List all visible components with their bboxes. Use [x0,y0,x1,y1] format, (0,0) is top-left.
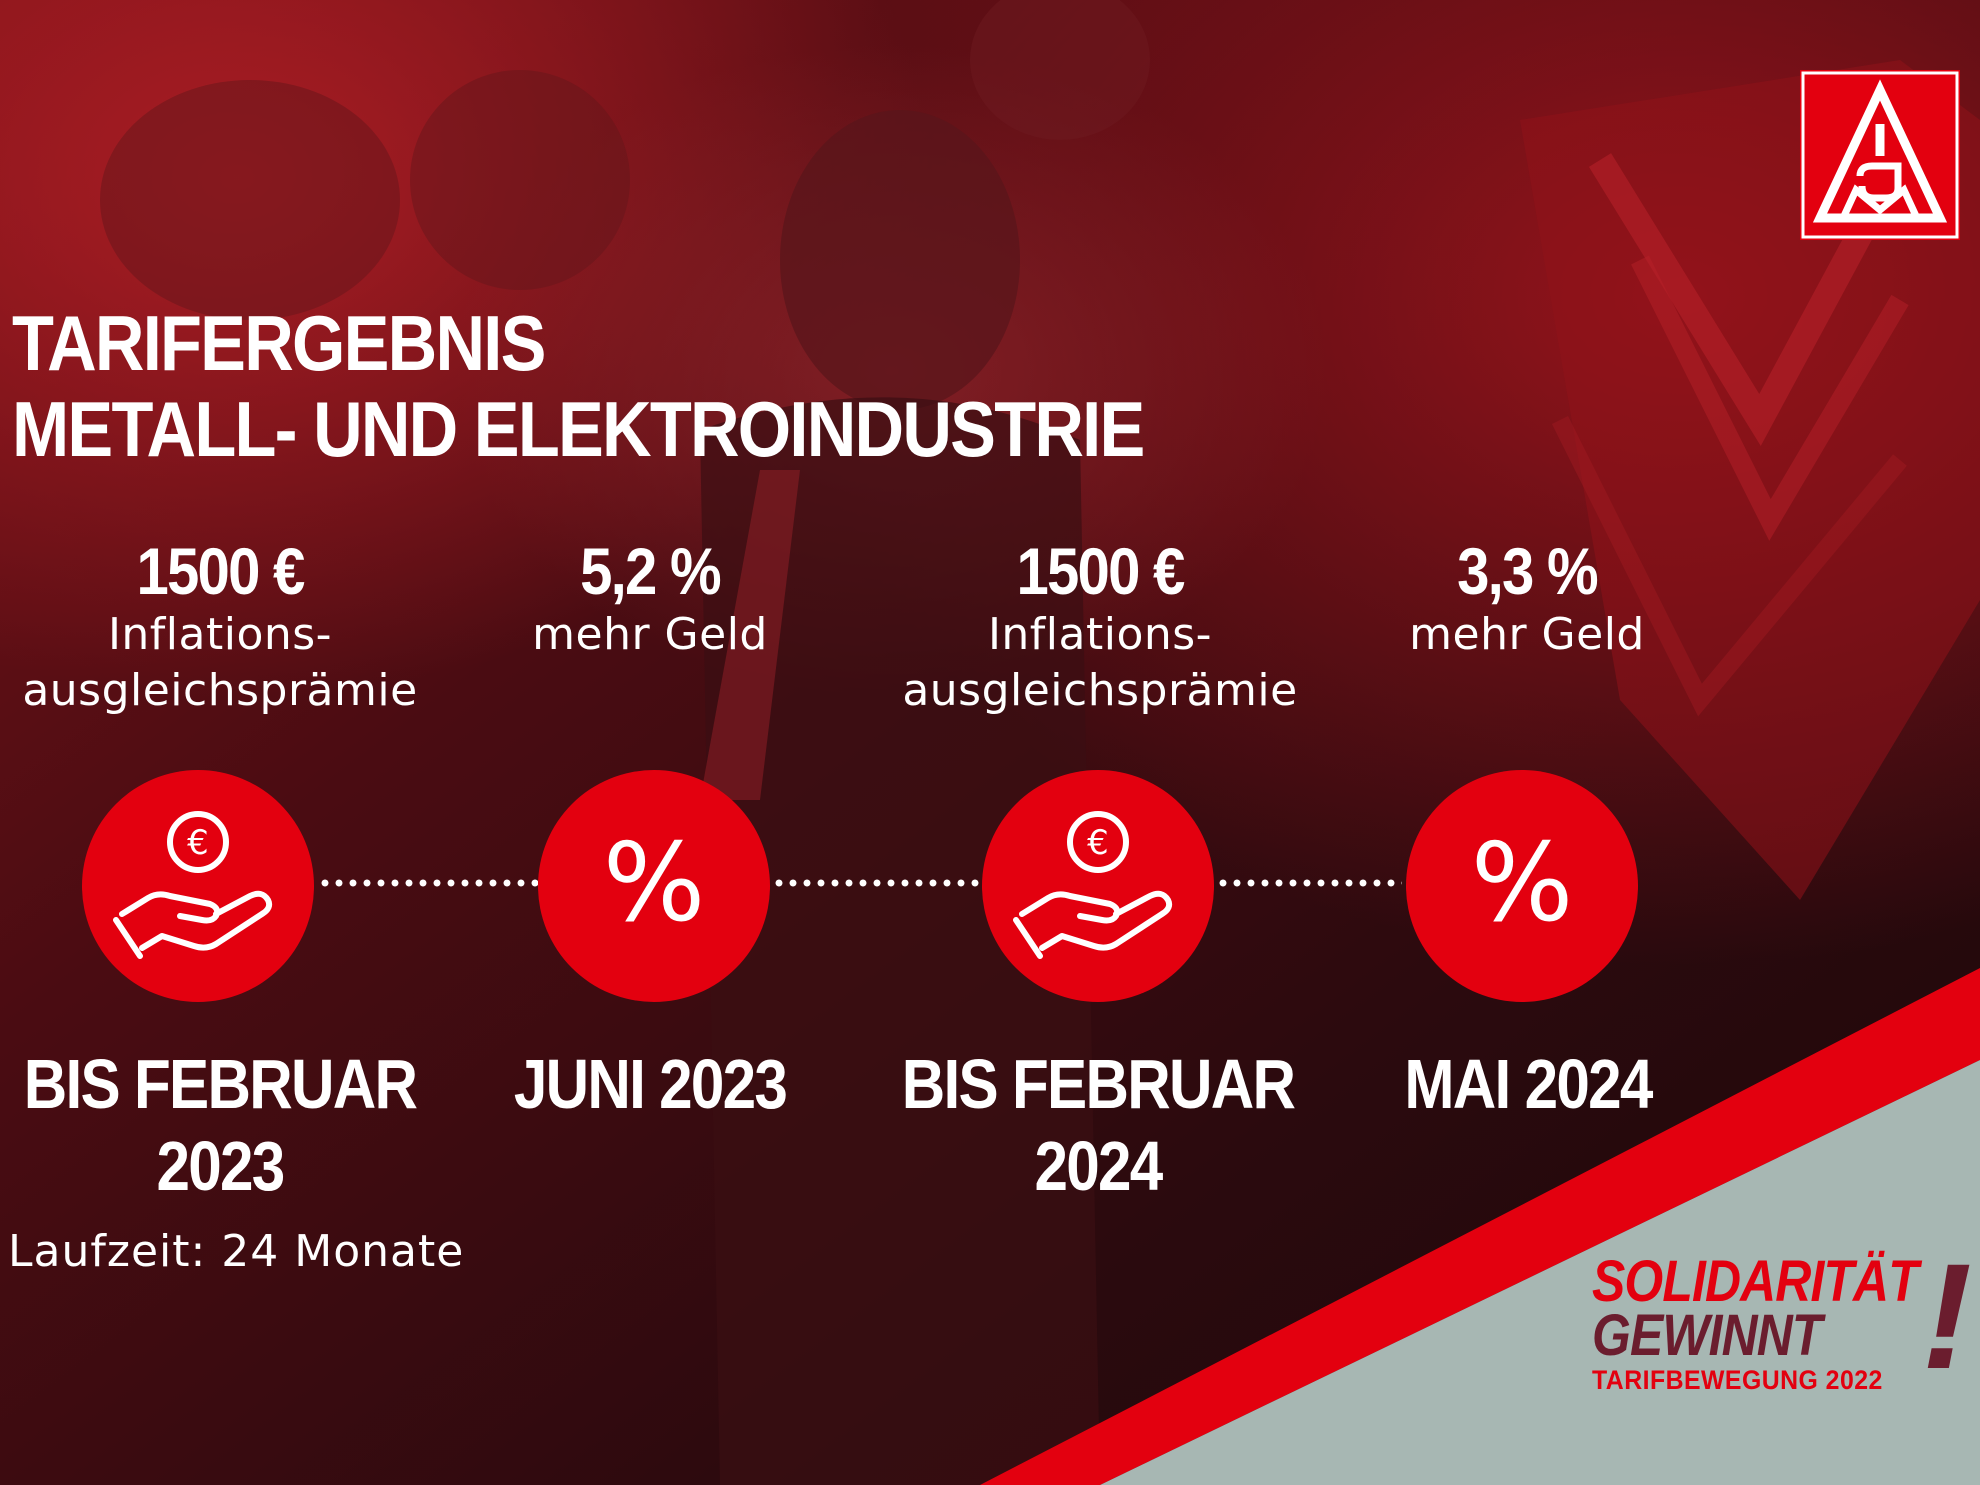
timeline-connector-3 [1216,878,1402,888]
svg-text:€: € [1087,823,1109,863]
step-1-date-line-2: 2023 [156,1127,285,1205]
step-4-circle: % [1406,770,1638,1002]
runtime-note: Laufzeit: 24 Monate [8,1226,465,1277]
step-4-desc-line-1: mehr Geld [1409,609,1645,660]
slogan-line-2: GEWINNT [1592,1303,1822,1368]
euro-coin-hand-icon: € [1013,811,1173,959]
svg-text:%: % [1471,821,1574,946]
step-4-value: 3,3 % [1457,534,1598,608]
step-2-date-line-1: JUNI 2023 [513,1045,788,1123]
slogan-line-1: SOLIDARITÄT [1592,1249,1919,1314]
timeline-connector-2 [772,878,982,888]
step-1-value: 1500 € [136,534,305,608]
percent-icon: % [603,821,706,946]
svg-text:€: € [187,823,209,863]
step-3-desc-line-2: ausgleichsprämie [902,665,1298,716]
step-3-date-line-2: 2024 [1034,1127,1163,1205]
percent-icon: % [1471,821,1574,946]
step-4-description: mehr Geld [1292,607,1762,663]
step-2-info: 5,2 % mehr Geld [415,535,885,663]
step-1-info: 1500 € Inflations- ausgleichsprämie [0,535,455,719]
step-1-desc-line-1: Inflations- [107,609,333,660]
step-4-date: MAI 2024 [1268,1043,1788,1125]
step-3-description: Inflations- ausgleichsprämie [865,607,1335,719]
step-2-value: 5,2 % [580,534,721,608]
step-3-circle: € [982,770,1214,1002]
step-3-value: 1500 € [1016,534,1185,608]
step-2-circle: % [538,770,770,1002]
step-3-info: 1500 € Inflations- ausgleichsprämie [865,535,1335,719]
euro-coin-hand-icon: € [113,811,273,959]
step-3-date: BIS FEBRUAR 2024 [838,1043,1358,1207]
step-1-date-line-1: BIS FEBRUAR [23,1045,418,1123]
igm-logo [1800,70,1960,240]
timeline-connector-1 [318,878,538,888]
headline: TARIFERGEBNIS METALL- UND ELEKTROINDUSTR… [12,299,1145,473]
headline-line-2: METALL- UND ELEKTROINDUSTRIE [12,385,1145,473]
step-2-description: mehr Geld [415,607,885,663]
step-1-description: Inflations- ausgleichsprämie [0,607,455,719]
step-1-desc-line-2: ausgleichsprämie [22,665,418,716]
step-3-date-line-1: BIS FEBRUAR [901,1045,1296,1123]
slogan-line-3: TARIFBEWEGUNG 2022 [1592,1365,1883,1395]
slogan: SOLIDARITÄT GEWINNT TARIFBEWEGUNG 2022 ! [1592,1241,1972,1405]
step-1-date: BIS FEBRUAR 2023 [0,1043,480,1207]
svg-text:%: % [603,821,706,946]
step-2-desc-line-1: mehr Geld [532,609,768,660]
step-4-date-line-1: MAI 2024 [1404,1045,1653,1123]
step-2-date: JUNI 2023 [390,1043,910,1125]
step-1-circle: € [82,770,314,1002]
step-4-info: 3,3 % mehr Geld [1292,535,1762,663]
slogan-exclamation-mark: ! [1922,1232,1972,1400]
step-3-desc-line-1: Inflations- [987,609,1213,660]
headline-line-1: TARIFERGEBNIS [12,299,546,387]
